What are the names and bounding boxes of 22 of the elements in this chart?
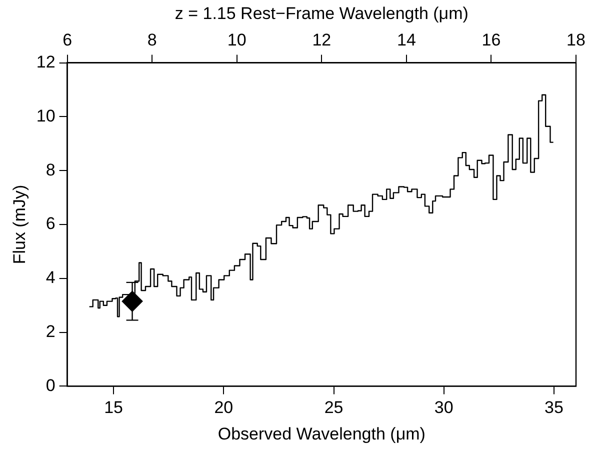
x2-tick-label: 16: [482, 30, 501, 50]
y-axis-title: Flux (mJy): [10, 184, 29, 264]
x-tick-label: 25: [324, 398, 344, 418]
x2-tick-label: 12: [312, 30, 332, 50]
x2-tick-label: 18: [566, 30, 586, 50]
x-tick-label: 15: [104, 398, 124, 418]
x2-tick-label: 6: [62, 30, 72, 50]
x2-tick-label: 14: [396, 30, 416, 50]
y-tick-label: 6: [46, 214, 56, 234]
y-tick-label: 12: [36, 52, 56, 72]
y-tick-label: 8: [46, 160, 56, 180]
x-tick-label: 35: [544, 398, 564, 418]
x-tick-label: 30: [434, 398, 454, 418]
x-axis-title: Observed Wavelength (μm): [218, 424, 426, 444]
y-tick-label: 10: [36, 106, 56, 126]
y-tick-label: 0: [46, 376, 56, 395]
x2-tick-label: 10: [227, 30, 246, 50]
y-tick-label: 4: [46, 268, 56, 288]
x2-tick-label: 8: [147, 30, 157, 50]
y-tick-label: 2: [46, 322, 56, 341]
x-tick-label: 20: [214, 398, 234, 418]
x2-axis-title: z = 1.15 Rest−Frame Wavelength (μm): [174, 4, 468, 23]
